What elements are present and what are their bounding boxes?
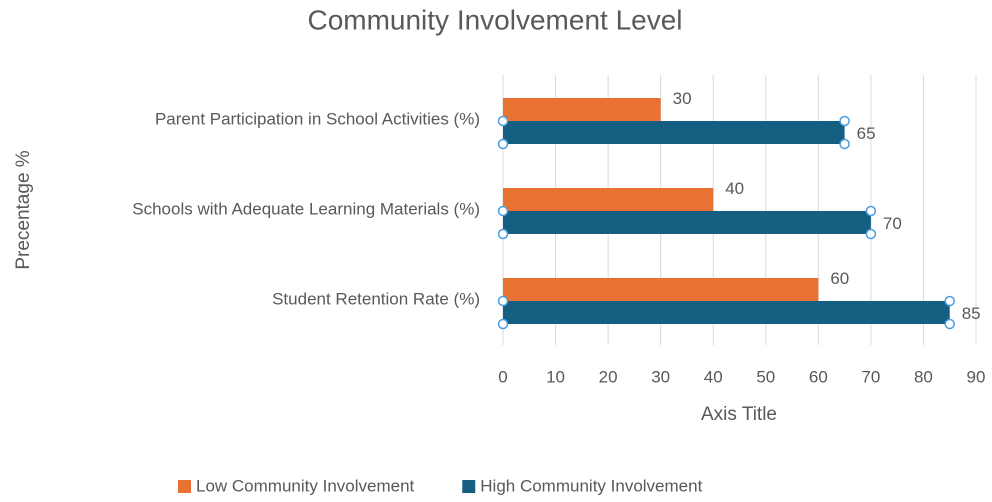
selection-handle	[497, 295, 509, 307]
data-label: 85	[962, 304, 981, 323]
selection-handle	[944, 295, 955, 307]
legend-swatch	[462, 480, 476, 493]
x-tick-label: 90	[967, 367, 986, 386]
x-tick-label: 60	[809, 367, 828, 386]
selection-handle	[839, 115, 850, 127]
selection-handle	[497, 138, 509, 150]
x-tick-label: 20	[599, 367, 618, 386]
data-label: 70	[883, 214, 902, 233]
bar	[503, 188, 714, 211]
data-label: 40	[725, 179, 744, 198]
data-label: 65	[857, 124, 876, 143]
selection-handle	[497, 228, 509, 240]
selection-handle	[839, 138, 850, 150]
x-axis-title: Axis Title	[701, 404, 777, 425]
y-axis-title: Precentage %	[13, 150, 34, 269]
bar	[503, 211, 871, 234]
bar	[503, 301, 950, 324]
bar	[503, 98, 661, 121]
selection-handle	[497, 318, 509, 330]
selection-handle	[944, 318, 955, 330]
y-tick-label: Parent Participation in School Activitie…	[155, 109, 480, 128]
legend-label: High Community Involvement	[480, 476, 702, 495]
selection-handle	[865, 228, 877, 240]
x-tick-label: 40	[704, 367, 723, 386]
x-tick-label: 0	[498, 367, 507, 386]
legend-swatch	[178, 480, 191, 493]
x-tick-label: 30	[651, 367, 670, 386]
x-tick-label: 50	[756, 367, 775, 386]
selection-handle	[497, 205, 509, 217]
data-label: 30	[673, 89, 692, 108]
legend-label: Low Community Involvement	[196, 476, 415, 495]
data-label: 60	[830, 269, 849, 288]
y-tick-label: Schools with Adequate Learning Materials…	[132, 199, 480, 218]
x-tick-label: 70	[861, 367, 880, 386]
x-tick-label: 10	[546, 367, 565, 386]
bar	[503, 278, 819, 301]
bar	[503, 121, 845, 144]
y-tick-label: Student Retention Rate (%)	[272, 289, 480, 308]
chart-title: Community Involvement Level	[307, 4, 682, 35]
selection-handle	[865, 205, 877, 217]
selection-handle	[497, 115, 509, 127]
x-tick-label: 80	[914, 367, 933, 386]
